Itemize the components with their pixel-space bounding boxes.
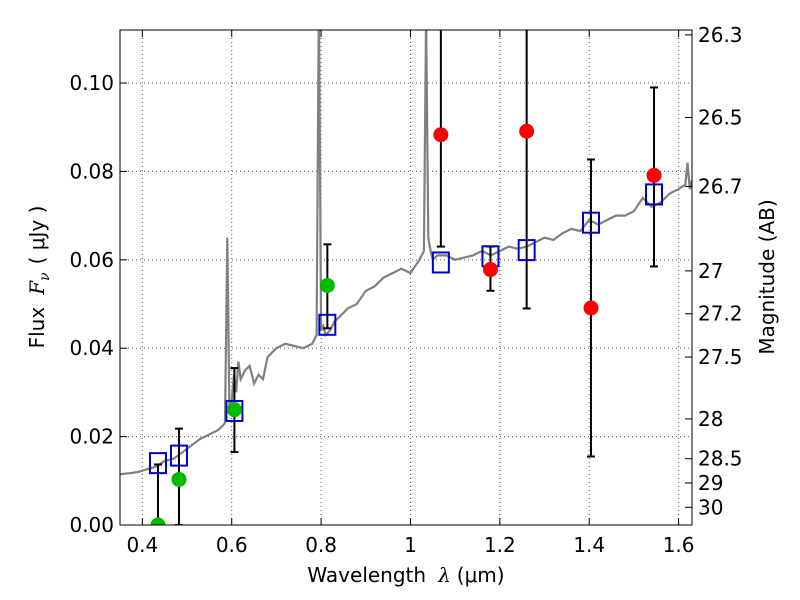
data-point <box>519 123 535 139</box>
plot-area <box>120 30 692 525</box>
spectrum-line <box>120 30 692 476</box>
x-tick-label: 0.4 <box>126 533 158 557</box>
model-marker <box>517 239 536 262</box>
y2-tick-label: 28 <box>698 407 723 431</box>
data-point <box>646 167 662 183</box>
y-tick-label: 0.10 <box>69 71 114 95</box>
y2-axis-label: Magnitude (AB) <box>755 199 779 354</box>
x-tick-label: 0.6 <box>216 533 248 557</box>
data-point <box>433 127 449 143</box>
x-tick-label: 1 <box>404 533 417 557</box>
y-tick-label: 0.08 <box>69 159 114 183</box>
y-tick-label: 0.00 <box>69 513 114 537</box>
model-marker <box>645 183 664 206</box>
data-point <box>482 262 498 278</box>
x-tick-label: 0.8 <box>305 533 337 557</box>
y-axis-label: FluxFν( μJy ) <box>25 206 53 349</box>
y2-tick-label: 28.5 <box>698 447 743 471</box>
plot-frame <box>119 29 693 526</box>
data-point <box>171 471 187 487</box>
x-tick-label: 1.6 <box>663 533 695 557</box>
y2-tick-label: 26.5 <box>698 106 743 130</box>
error-bars <box>153 30 659 525</box>
model-marker <box>582 211 601 234</box>
data-point <box>583 300 599 316</box>
y-tick-label: 0.04 <box>69 336 114 360</box>
model-marker <box>148 452 167 475</box>
y2-tick-label: 27 <box>698 259 723 283</box>
x-tick-label: 1.2 <box>484 533 516 557</box>
data-point <box>226 402 242 418</box>
model-marker <box>169 444 188 467</box>
y2-tick-label: 26.7 <box>698 174 743 198</box>
y2-tick-label: 27.5 <box>698 345 743 369</box>
y-tick-labels: 0.00 0.02 0.04 0.06 0.08 0.10 <box>69 71 114 537</box>
y2-tick-label: 26.3 <box>698 23 743 47</box>
y-tick-label: 0.06 <box>69 248 114 272</box>
model-photometry-markers <box>148 183 664 475</box>
x-axis-label: Wavelength λ (μm) <box>307 563 504 587</box>
y2-tick-label: 27.2 <box>698 302 743 326</box>
data-point <box>150 517 166 525</box>
ticks <box>120 30 692 526</box>
model-marker <box>318 313 337 336</box>
grid <box>120 30 692 526</box>
x-tick-label: 1.4 <box>573 533 605 557</box>
y-tick-label: 0.02 <box>69 425 114 449</box>
y2-tick-label: 29 <box>698 471 723 495</box>
x-tick-labels: 0.4 0.6 0.8 1 1.2 1.4 1.6 <box>126 533 694 557</box>
model-marker <box>225 399 244 422</box>
data-point <box>319 277 335 293</box>
model-marker <box>431 251 450 274</box>
observed-photometry-markers <box>150 123 662 525</box>
y2-tick-label: 30 <box>698 495 723 519</box>
